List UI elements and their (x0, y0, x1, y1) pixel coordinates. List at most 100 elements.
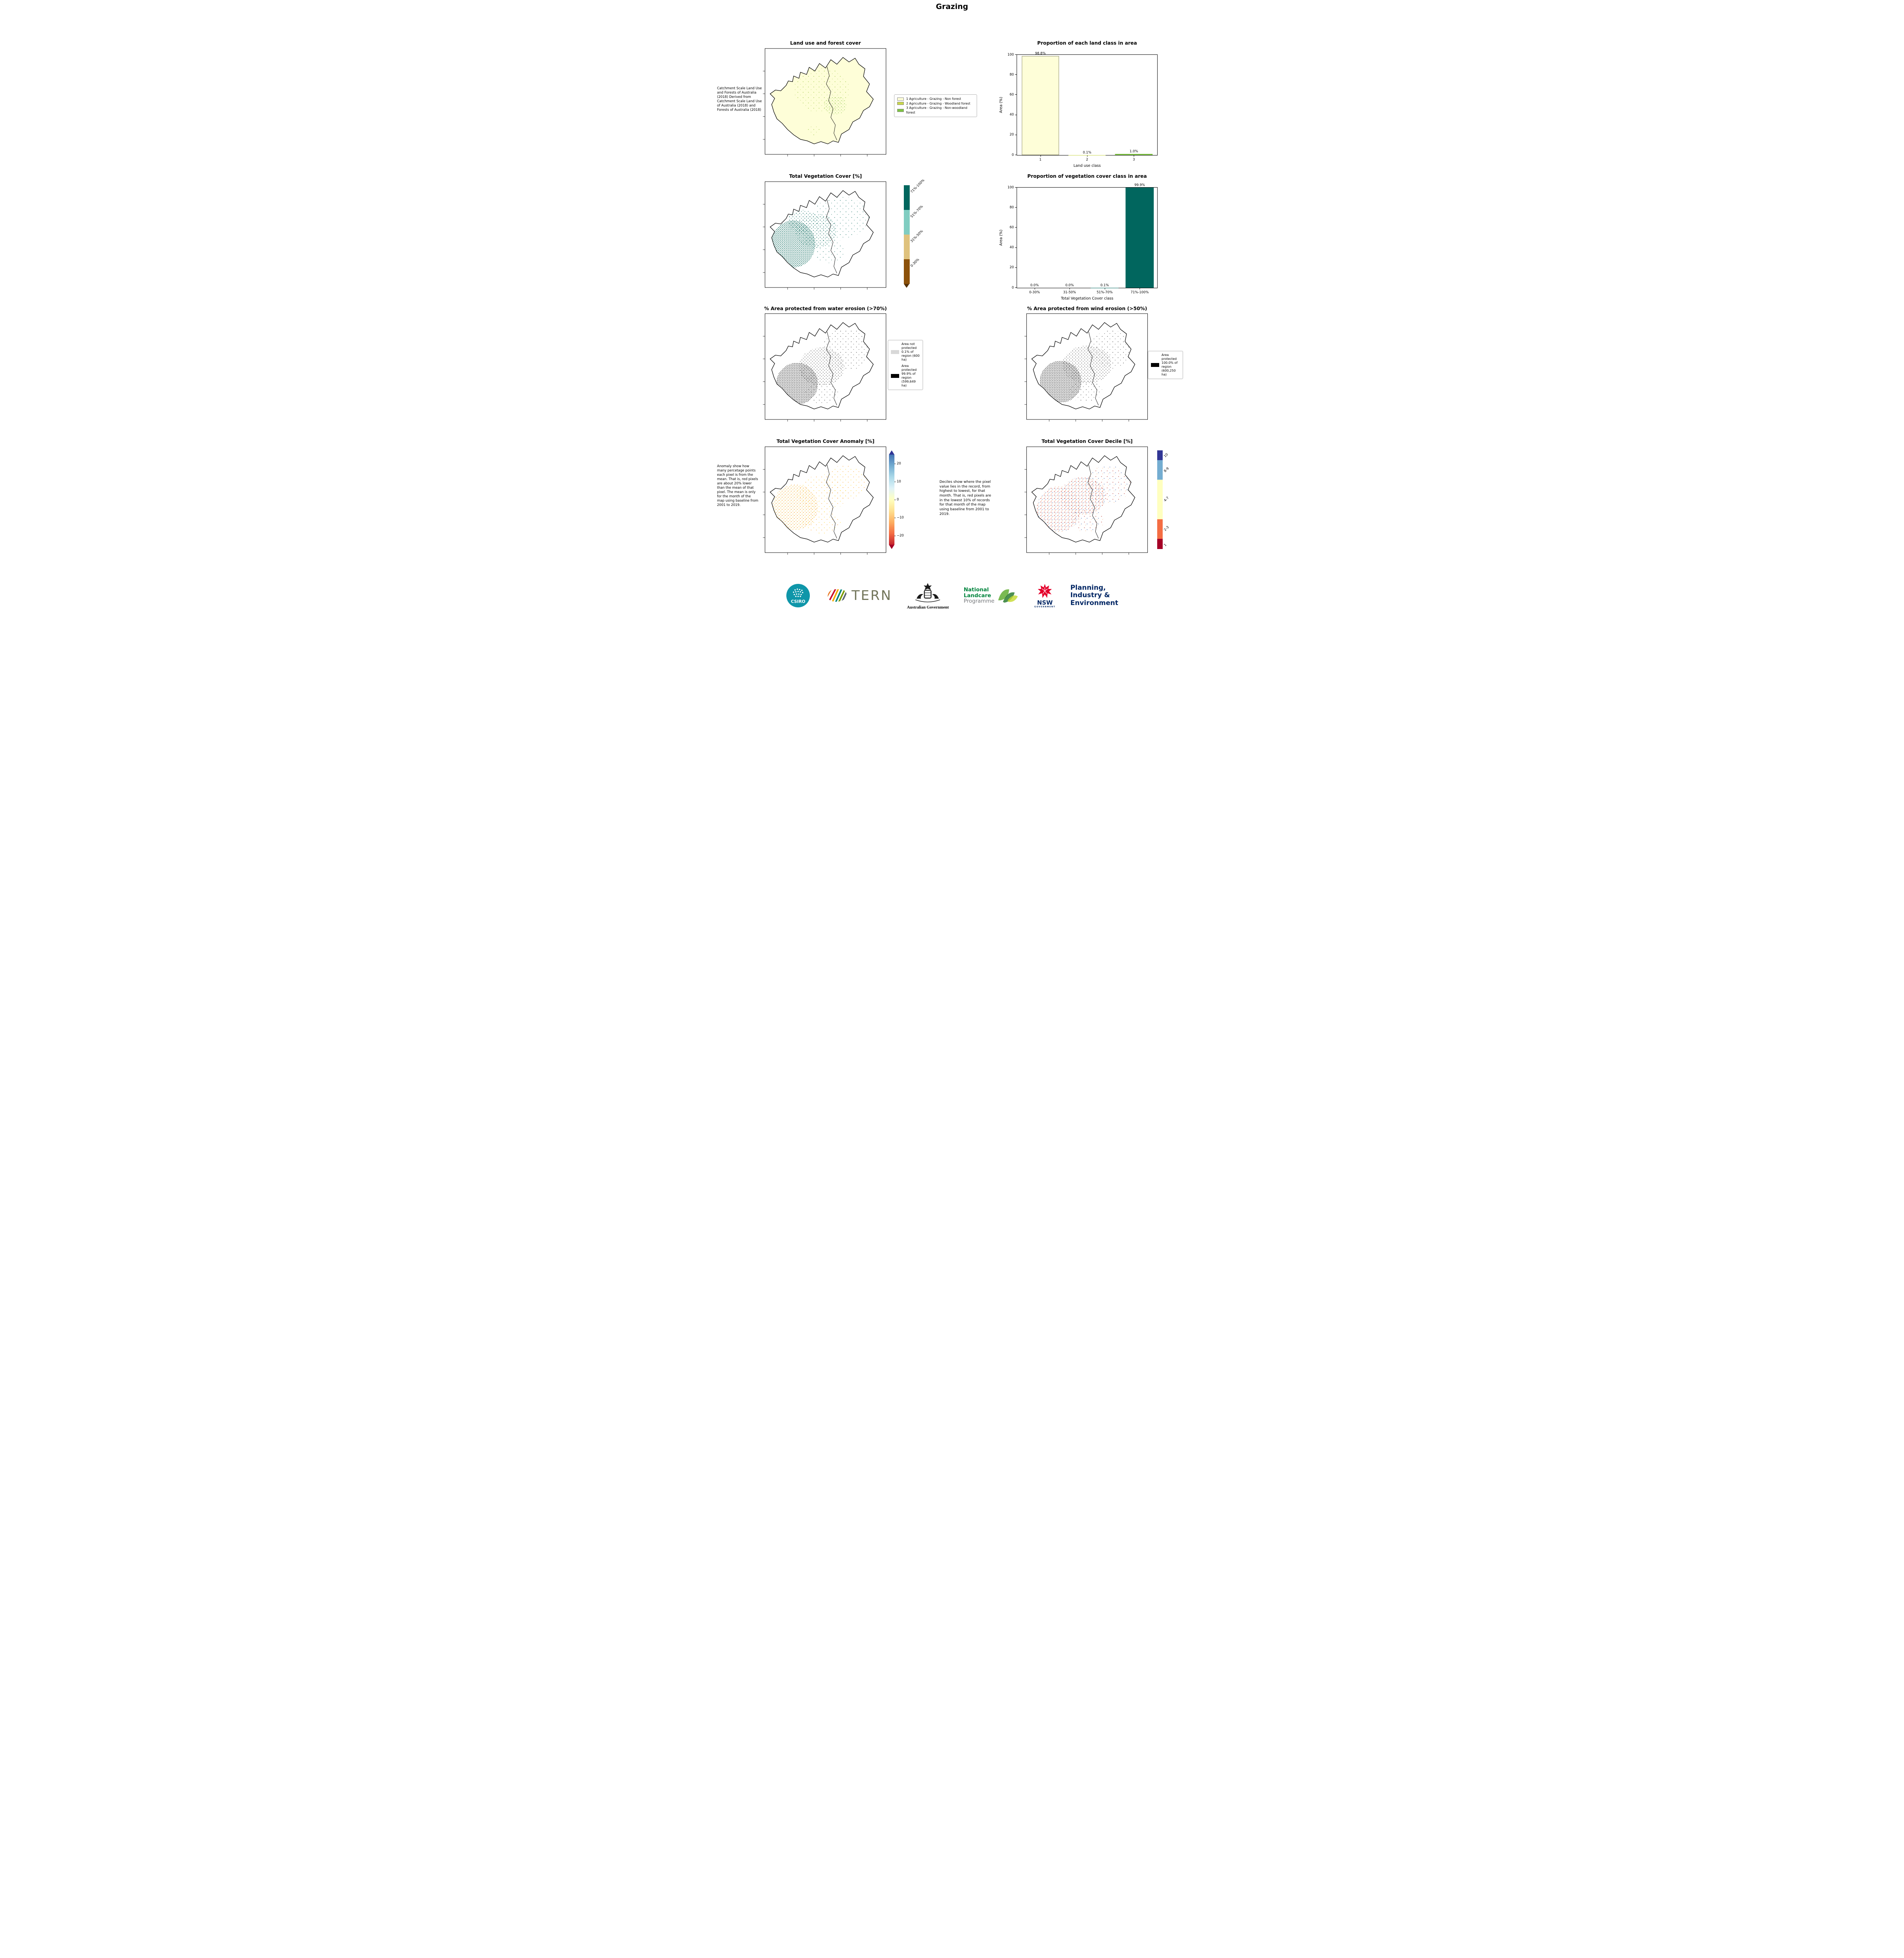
x-category: 1 (1039, 158, 1042, 162)
water-erosion-legend: Area not protected 0.1% of region (600 h… (888, 340, 923, 390)
anomaly-caption: Anomaly show how many percetage points e… (717, 464, 759, 508)
legend-swatch (1151, 363, 1159, 367)
legend-item: 2 Agriculture - Grazing - Woodland fores… (897, 101, 974, 106)
tern-australia-mark (827, 589, 847, 602)
y-tick: 100 (1008, 186, 1017, 190)
dept-line2: Industry & (1070, 591, 1110, 600)
veg-cover-map (763, 181, 886, 290)
australian-government-wordmark: Australian Government (907, 605, 949, 610)
legend-swatch (897, 108, 904, 112)
x-axis-label: Land use class (1073, 164, 1101, 168)
landcare-line3: Programme (963, 598, 995, 605)
bar-slot: 0.0% (1052, 188, 1087, 288)
colorbar-tick-label: −20 (897, 534, 904, 538)
coat-of-arms (915, 583, 940, 602)
land-use-legend: 1 Agriculture - Grazing - Non forest 2 A… (894, 94, 977, 117)
colorbar-label: 4-7 (1163, 496, 1170, 503)
land-class-chart: Area (%) Land use class 0 20 40 60 80 10… (999, 52, 1158, 168)
colorbar-label: 71%-100% (910, 178, 926, 194)
colorbar-label: 8-9 (1163, 466, 1170, 473)
land-use-caption: Catchment Scale Land Use and Forests of … (717, 87, 762, 112)
decile-map (1024, 446, 1148, 555)
bar-value-label: 0.1% (1083, 150, 1091, 155)
colorbar-label: 2-3 (1163, 525, 1170, 532)
csiro-wordmark: CSIRO (791, 599, 805, 604)
dept-line1: Planning, (1070, 584, 1106, 592)
landcare-logo: National Landcare Programme (964, 587, 1019, 605)
colorbar-tick-label: 10 (897, 480, 901, 484)
x-category: 71%-100% (1131, 291, 1149, 294)
colorbar-tick-label: −10 (897, 516, 904, 520)
colorbar-tick-label: 20 (897, 462, 901, 466)
bar-veg-71-100 (1125, 188, 1154, 288)
anomaly-map-title: Total Vegetation Cover Anomaly [%] (776, 439, 875, 444)
colorbar-tick-label: 0 (897, 498, 899, 502)
bar-slot: 0.1% (1087, 188, 1122, 288)
bar-slot: 99.9% (1122, 183, 1158, 288)
bar-slot: 98.8% (1017, 52, 1064, 155)
tern-wordmark: TERN (851, 588, 892, 603)
bar-land-class-3 (1115, 154, 1153, 155)
decile-caption: Deciles show where the pixel value lies … (939, 480, 991, 516)
colorbar-label: 10 (1163, 452, 1169, 459)
decile-colorbar: 10 8-9 4-7 2-3 1 (1157, 450, 1170, 549)
csiro-logo-mark: CSIRO (786, 583, 810, 608)
x-axis-label: Total Vegetation Cover class (1061, 296, 1113, 301)
planning-industry-environment-logo: Planning, Industry & Environment (1070, 584, 1118, 607)
colorbar-label: 31%-50% (910, 229, 924, 244)
land-use-map-title: Land use and forest cover (790, 40, 861, 46)
x-tick (1069, 288, 1070, 289)
waratah-mark (1038, 584, 1052, 598)
nsw-wordmark: NSW (1037, 599, 1053, 606)
nsw-government-logo: NSW GOVERNMENT (1034, 583, 1055, 608)
y-tick: 80 (1010, 73, 1017, 77)
y-axis-label: Area (%) (999, 229, 1003, 246)
legend-swatch (891, 350, 899, 354)
colorbar-label: 0-30% (910, 258, 920, 268)
bar-value-label: 0.0% (1065, 284, 1074, 287)
australian-government-logo: Australian Government (907, 582, 949, 610)
bar-value-label: 0.1% (1100, 283, 1109, 287)
colorbar-label: 1 (1163, 543, 1168, 547)
veg-class-chart: Area (%) Total Vegetation Cover class 0 … (999, 183, 1158, 301)
y-tick: 60 (1010, 93, 1017, 97)
bar-slot: 0.0% (1017, 188, 1052, 288)
legend-item: Area protected 100.0% of region (600,250… (1151, 353, 1180, 377)
legend-swatch (897, 97, 904, 101)
legend-item: Area protected 99.9% of region (599,649 … (891, 364, 920, 388)
anomaly-map (763, 446, 886, 555)
veg-cover-map-title: Total Vegetation Cover [%] (789, 173, 862, 179)
veg-class-chart-title: Proportion of vegetation cover class in … (1027, 173, 1147, 179)
x-category: 3 (1133, 158, 1135, 162)
x-category: 0-30% (1029, 291, 1040, 294)
bars: 0.0% 0.0% 0.1% 99.9% (1017, 183, 1158, 288)
y-axis-label: Area (%) (999, 97, 1003, 113)
bar-value-label: 98.8% (1035, 52, 1046, 56)
legend-item: 1 Agriculture - Grazing - Non forest (897, 97, 974, 101)
page-title: Grazing (936, 2, 968, 11)
wind-erosion-map-title: % Area protected from wind erosion (>50%… (1027, 306, 1147, 311)
water-erosion-map (763, 313, 886, 422)
y-tick: 40 (1010, 246, 1017, 249)
bars: 98.8% 0.1% 1.0% (1017, 52, 1157, 155)
water-erosion-map-title: % Area protected from water erosion (>70… (764, 306, 887, 311)
axis-ticks (763, 71, 867, 157)
footer-logos: CSIRO TERN (717, 574, 1187, 617)
bar-slot: 1.0% (1111, 55, 1157, 155)
veg-cover-colorbar: 71%-100% 51%-70% 31%-50% 0-30% (904, 179, 925, 288)
landcare-leaves-mark (998, 589, 1018, 603)
tern-logo: TERN (825, 587, 892, 605)
anomaly-colorbar: 20 10 0 −10 −20 (889, 450, 904, 549)
legend-item: Area not protected 0.1% of region (600 h… (891, 342, 920, 362)
land-use-map (763, 48, 886, 157)
report-page: Grazing Land use and forest cover Catchm… (717, 0, 1187, 623)
landcare-line2: Landcare (963, 592, 991, 599)
x-category: 2 (1086, 158, 1088, 162)
x-category: 31-50% (1063, 291, 1076, 294)
bar-value-label: 99.9% (1134, 183, 1145, 188)
decile-map-title: Total Vegetation Cover Decile [%] (1041, 439, 1133, 444)
bar-value-label: 0.0% (1030, 284, 1039, 287)
y-tick: 20 (1010, 266, 1017, 269)
legend-item: 3 Agriculture - Grazing - Non-woodland f… (897, 106, 974, 115)
y-tick: 80 (1010, 206, 1017, 210)
